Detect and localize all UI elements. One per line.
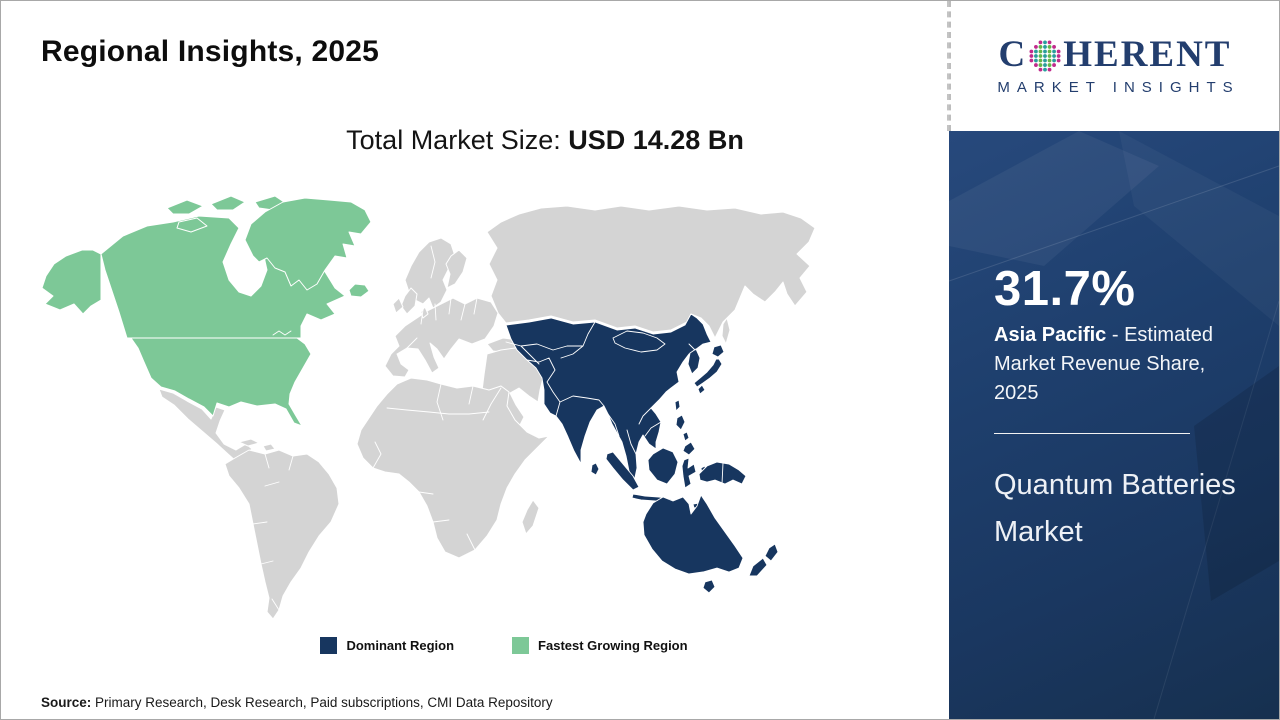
market-share-description: Asia Pacific - Estimated Market Revenue …: [994, 321, 1241, 408]
country-usa: [130, 337, 312, 427]
country-nz-north: [764, 543, 779, 562]
region-north-america: [41, 195, 372, 427]
total-market-size-label: Total Market Size:: [346, 125, 561, 155]
dominant-region-label: Dominant Region: [346, 638, 455, 653]
total-market-size: Total Market Size: USD 14.28 Bn: [1, 125, 949, 156]
country-hispaniola: [262, 443, 276, 452]
country-korea: [687, 348, 701, 375]
country-sri-lanka: [590, 462, 600, 476]
right-panel: C HERENT MARKET INSIGHTS: [949, 1, 1279, 719]
arctic-island-1: [166, 199, 204, 215]
legend-item-fastest: Fastest Growing Region: [512, 637, 688, 654]
page-title: Regional Insights, 2025: [41, 35, 380, 68]
source-note: Source: Primary Research, Desk Research,…: [41, 695, 553, 710]
fastest-growing-region-swatch: [512, 637, 530, 654]
gray-country-borders: [252, 245, 502, 611]
market-name: Quantum Batteries Market: [994, 468, 1236, 548]
map-legend: Dominant Region Fastest Growing Region: [39, 637, 819, 654]
country-taiwan: [674, 399, 681, 412]
country-finland: [445, 249, 468, 289]
country-russia: [486, 205, 816, 339]
world-map-svg: [41, 195, 816, 620]
region-asia-mainland: [505, 313, 712, 483]
country-nz-south: [748, 557, 768, 577]
arctic-island-2: [210, 195, 246, 211]
country-madagascar: [521, 499, 540, 535]
dashed-divider: [947, 1, 949, 131]
brand-logo: C HERENT MARKET INSIGHTS: [949, 1, 1279, 131]
source-text: Primary Research, Desk Research, Paid su…: [91, 695, 553, 710]
region-other: [158, 205, 816, 620]
brand-tagline: MARKET INSIGHTS: [997, 79, 1240, 96]
sidebar-content: 31.7% Asia Pacific - Estimated Market Re…: [949, 131, 1279, 556]
brand-wordmark: C HERENT: [999, 36, 1232, 73]
country-alaska: [41, 249, 102, 315]
country-greenland: [244, 197, 372, 291]
source-label: Source:: [41, 695, 92, 710]
country-sumatra: [605, 451, 640, 491]
market-share-caption: - Estimated Market Revenue Share, 2025: [994, 323, 1213, 404]
country-iceland: [348, 283, 370, 298]
market-share-region: Asia Pacific: [994, 323, 1107, 346]
country-philippines-luzon: [675, 414, 686, 431]
dominant-region-swatch: [320, 637, 338, 654]
country-philippines-mindanao: [682, 441, 696, 456]
stat-sidebar: 31.7% Asia Pacific - Estimated Market Re…: [949, 131, 1279, 719]
sidebar-texture: [949, 131, 1279, 719]
country-borneo: [647, 447, 679, 485]
legend-item-dominant: Dominant Region: [320, 637, 454, 654]
region-asia-pacific: [505, 313, 779, 594]
region-south-america: [224, 449, 340, 620]
country-japan-hokkaido: [711, 344, 725, 358]
fastest-growing-region-label: Fastest Growing Region: [538, 638, 688, 653]
great-lakes-border: [272, 330, 292, 336]
country-ireland: [392, 297, 404, 314]
country-japan-kyushu: [697, 384, 706, 395]
country-australia: [642, 494, 744, 575]
brand-letter-c: C: [998, 34, 1028, 75]
country-uk: [400, 287, 418, 315]
arctic-island-4: [176, 217, 208, 233]
total-market-size-value: USD 14.28 Bn: [568, 125, 744, 155]
country-sakhalin: [721, 317, 731, 345]
globe-dots-icon: [1029, 40, 1061, 71]
country-sulawesi: [681, 457, 697, 489]
world-map: [39, 191, 819, 623]
region-europe-mainland: [384, 297, 499, 378]
market-share-value: 31.7%: [994, 262, 1136, 316]
country-philippines-visayas: [682, 431, 690, 442]
country-tasmania: [702, 579, 716, 594]
region-africa: [356, 377, 550, 559]
country-japan-honshu: [693, 358, 723, 388]
country-cuba: [238, 438, 260, 447]
sidebar-divider: [994, 432, 1190, 434]
asia-country-borders: [505, 321, 724, 485]
brand-letters-rest: HERENT: [1063, 34, 1232, 75]
